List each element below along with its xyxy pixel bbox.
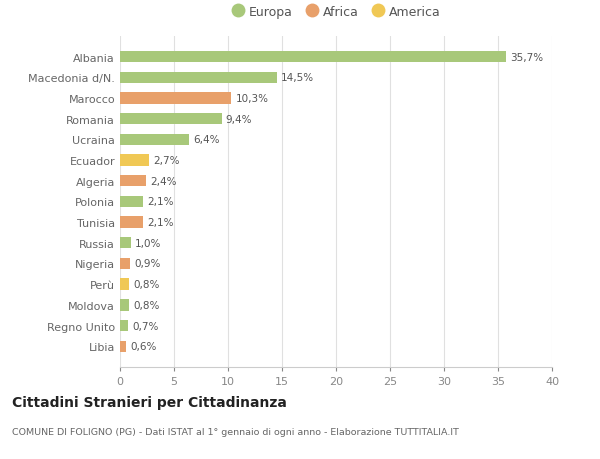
Bar	[120, 300, 128, 311]
Text: COMUNE DI FOLIGNO (PG) - Dati ISTAT al 1° gennaio di ogni anno - Elaborazione TU: COMUNE DI FOLIGNO (PG) - Dati ISTAT al 1…	[12, 427, 459, 436]
Text: 1,0%: 1,0%	[135, 238, 161, 248]
Text: 0,9%: 0,9%	[134, 259, 160, 269]
Bar	[120, 52, 506, 63]
Text: 14,5%: 14,5%	[281, 73, 314, 83]
Text: 0,7%: 0,7%	[132, 321, 158, 331]
Text: 9,4%: 9,4%	[226, 114, 253, 124]
Bar	[120, 114, 221, 125]
Bar	[120, 217, 143, 228]
Text: 2,1%: 2,1%	[147, 197, 173, 207]
Text: 2,4%: 2,4%	[150, 176, 177, 186]
Text: 10,3%: 10,3%	[236, 94, 269, 104]
Bar	[120, 258, 130, 269]
Bar	[120, 93, 231, 104]
Text: 35,7%: 35,7%	[510, 52, 543, 62]
Bar	[120, 134, 189, 146]
Text: 2,7%: 2,7%	[154, 156, 180, 166]
Bar	[120, 176, 146, 187]
Text: 0,6%: 0,6%	[131, 341, 157, 352]
Bar	[120, 196, 143, 207]
Text: Cittadini Stranieri per Cittadinanza: Cittadini Stranieri per Cittadinanza	[12, 395, 287, 409]
Text: 6,4%: 6,4%	[193, 135, 220, 145]
Bar	[120, 320, 128, 331]
Legend: Europa, Africa, America: Europa, Africa, America	[227, 1, 445, 24]
Bar	[120, 73, 277, 84]
Text: 0,8%: 0,8%	[133, 280, 160, 290]
Bar	[120, 279, 128, 290]
Text: 0,8%: 0,8%	[133, 300, 160, 310]
Bar	[120, 238, 131, 249]
Text: 2,1%: 2,1%	[147, 218, 173, 228]
Bar	[120, 341, 127, 352]
Bar	[120, 155, 149, 166]
